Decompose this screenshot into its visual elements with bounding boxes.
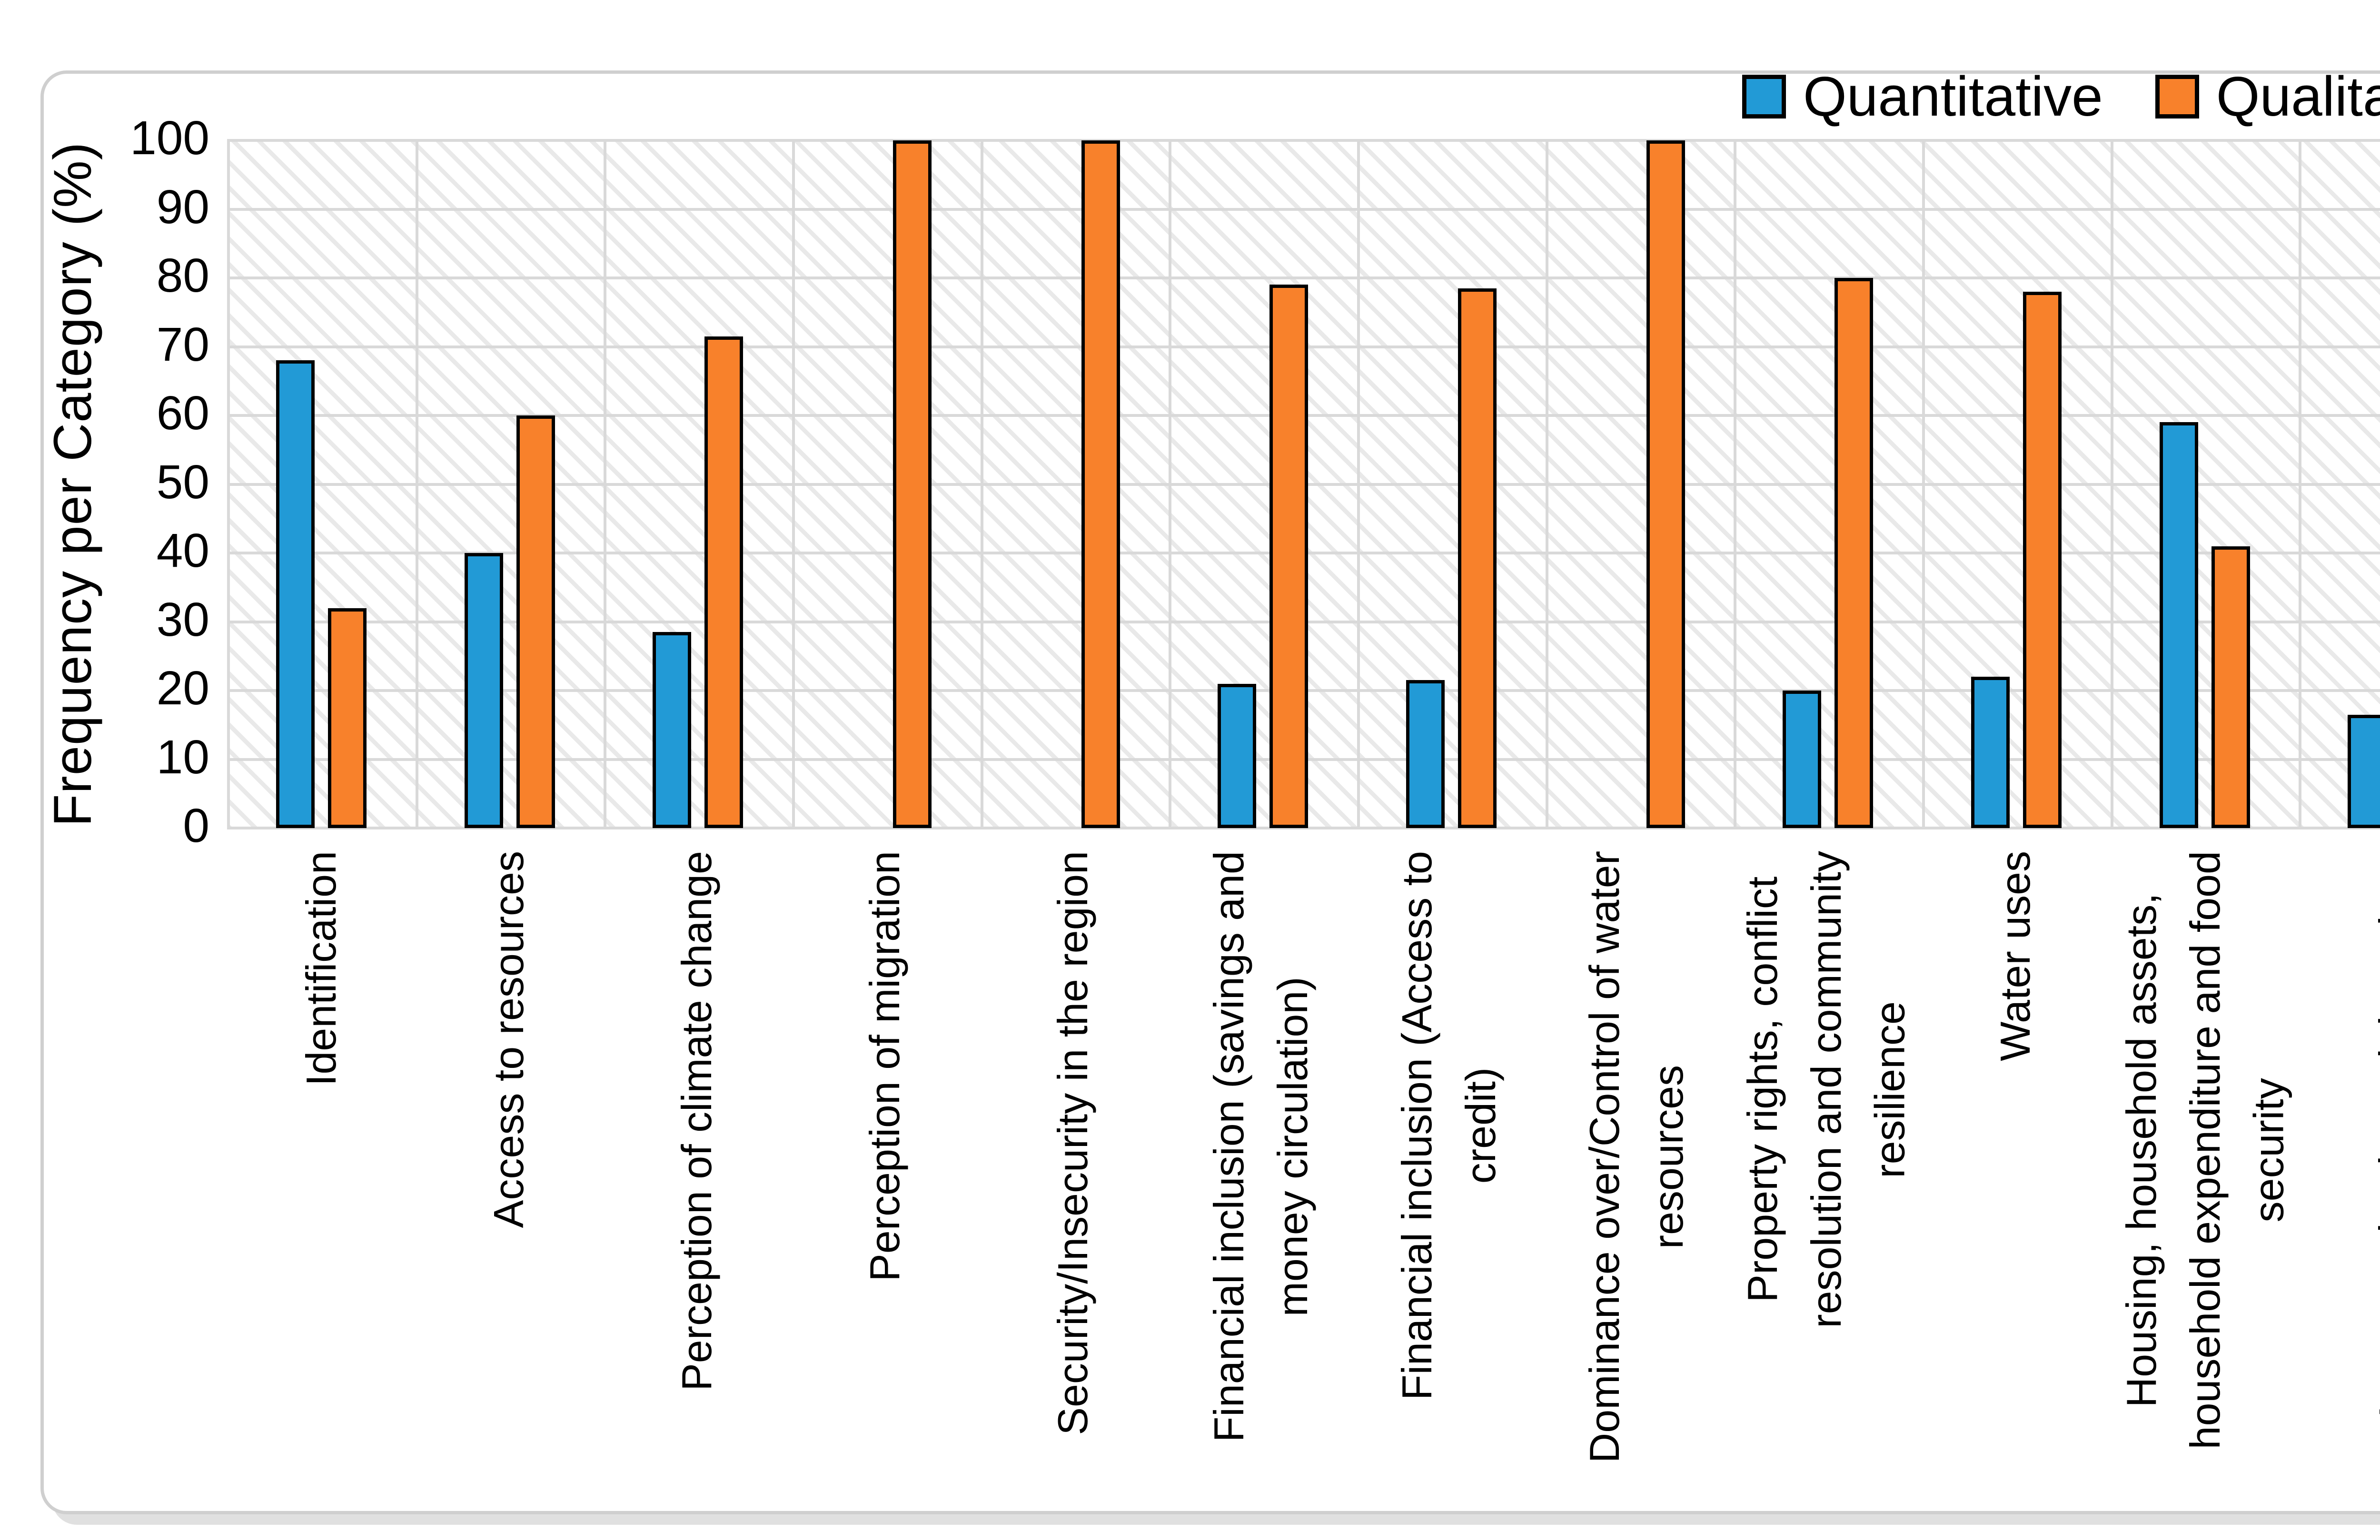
x-label-cell: Identification (227, 851, 415, 1512)
x-axis-label: Financial inclusion (Access to credit) (1393, 851, 1504, 1401)
x-label-cell: Water uses (1922, 851, 2110, 1512)
x-axis-label: Access to basic social services (2370, 851, 2380, 1426)
bar-qualitative (892, 140, 932, 828)
y-tick-label: 90 (156, 180, 209, 234)
bar-quantitative (2348, 714, 2380, 828)
bar-qualitative (1458, 288, 1497, 828)
y-tick-label: 50 (156, 455, 209, 509)
gridline-vertical (227, 140, 230, 828)
plot-area (227, 139, 2380, 829)
bar-quantitative (1406, 680, 1445, 828)
x-label-cell: Financial inclusion (savings and money c… (1167, 851, 1355, 1512)
bar-qualitative (327, 608, 367, 828)
y-tick-label: 80 (156, 248, 209, 302)
gridline-vertical (2110, 140, 2113, 828)
x-axis-label: Access to resources (485, 851, 533, 1228)
bar-qualitative (704, 336, 744, 828)
legend-swatch-qualitative-icon (2155, 75, 2199, 118)
gridline-vertical (1169, 140, 1172, 828)
bar-group (416, 140, 604, 828)
gridline-horizontal (227, 827, 2380, 829)
x-label-cell: Housing, household assets, household exp… (2110, 851, 2301, 1512)
bar-quantitative (464, 553, 503, 828)
x-axis-label: Housing, household assets, household exp… (2117, 851, 2292, 1450)
x-axis-label: Perception of climate change (673, 851, 721, 1391)
legend-item-qualitative: Qualitative (2155, 64, 2380, 129)
gridline-horizontal (227, 276, 2380, 279)
bar-group (2111, 140, 2299, 828)
y-axis-tick-labels: 0 10 20 30 40 50 60 70 80 90 100 (52, 0, 209, 1540)
legend-swatch-quantitative-icon (1742, 75, 1786, 118)
gridline-vertical (1922, 140, 1925, 828)
bar-qualitative (1835, 278, 1874, 828)
gridline-horizontal (227, 139, 2380, 142)
bar-quantitative (1971, 677, 2010, 828)
bar-qualitative (1269, 285, 1309, 828)
x-label-cell: Perception of climate change (603, 851, 791, 1512)
gridline-vertical (415, 140, 418, 828)
bar-qualitative (1646, 140, 1685, 828)
bars-layer (227, 140, 2380, 828)
y-tick-label: 20 (156, 661, 209, 715)
legend-item-quantitative: Quantitative (1742, 64, 2103, 129)
bar-group (2299, 140, 2380, 828)
x-label-cell: Dominance over/Control of water resource… (1543, 851, 1731, 1512)
x-axis-label: Water uses (1992, 851, 2039, 1061)
y-tick-label: 30 (156, 592, 209, 646)
x-label-cell: Access to basic social services (2301, 851, 2380, 1512)
gridline-vertical (980, 140, 983, 828)
bar-group (1169, 140, 1357, 828)
y-tick-label: 10 (156, 730, 209, 784)
bar-quantitative (276, 360, 315, 828)
bar-quantitative (2159, 422, 2198, 828)
legend-label-qualitative: Qualitative (2216, 65, 2380, 128)
legend-label-quantitative: Quantitative (1803, 65, 2103, 128)
x-axis-label: Perception of migration (861, 851, 908, 1282)
gridline-vertical (792, 140, 795, 828)
bar-quantitative (1783, 691, 1822, 828)
gridline-vertical (1734, 140, 1737, 828)
x-axis-label: Dominance over/Control of water resource… (1581, 851, 1692, 1463)
bar-qualitative (1081, 140, 1120, 828)
bar-group (1734, 140, 1922, 828)
y-tick-label: 70 (156, 317, 209, 371)
x-axis-label: Property rights, conflict resolution and… (1738, 851, 1914, 1328)
bar-group (1546, 140, 1734, 828)
x-label-cell: Security/Insecurity in the region (979, 851, 1167, 1512)
bar-group (981, 140, 1169, 828)
gridline-vertical (1545, 140, 1548, 828)
bar-qualitative (2023, 291, 2062, 828)
gridline-vertical (2299, 140, 2302, 828)
bar-qualitative (516, 415, 555, 828)
y-tick-label: 40 (156, 523, 209, 577)
bar-group (227, 140, 416, 828)
bar-quantitative (653, 632, 692, 828)
x-label-cell: Access to resources (415, 851, 603, 1512)
y-tick-label: 60 (156, 386, 209, 440)
bar-group (1357, 140, 1546, 828)
x-axis-label: Identification (297, 851, 345, 1086)
x-axis-label: Security/Insecurity in the region (1049, 851, 1096, 1435)
legend: Quantitative Qualitative (1742, 64, 2380, 129)
x-axis-category-labels: Identification Access to resources Percept… (227, 851, 2380, 1512)
bar-qualitative (2211, 546, 2250, 828)
bar-group (604, 140, 792, 828)
x-label-cell: Perception of migration (791, 851, 979, 1512)
gridline-vertical (604, 140, 607, 828)
bar-quantitative (1218, 683, 1257, 828)
gridline-vertical (1357, 140, 1360, 828)
x-label-cell: Financial inclusion (Access to credit) (1355, 851, 1543, 1512)
x-axis-label: Financial inclusion (savings and money c… (1205, 851, 1316, 1442)
y-tick-label: 100 (130, 111, 209, 165)
bar-group (1922, 140, 2111, 828)
gridline-horizontal (227, 207, 2380, 211)
bar-group (792, 140, 981, 828)
y-tick-label: 0 (183, 799, 209, 852)
x-label-cell: Property rights, conflict resolution and… (1731, 851, 1922, 1512)
